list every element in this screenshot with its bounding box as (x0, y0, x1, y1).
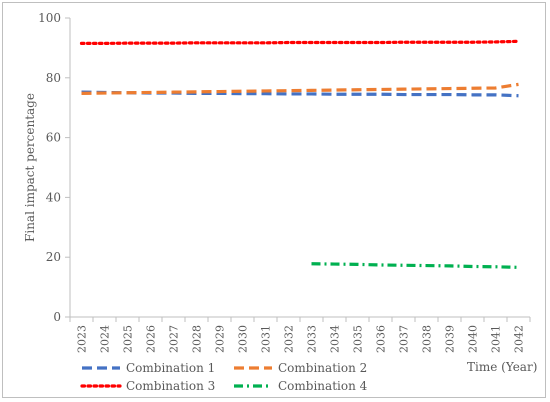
x-tick-label: 2036 (375, 325, 388, 353)
x-tick-label: 2023 (76, 325, 89, 353)
x-axis-ticks: 2023 2024 2025 2026 2027 2028 2029 2030 2031 2032… (69, 317, 531, 353)
y-axis-title: Final impact percentage (23, 93, 37, 242)
legend-label-1: Combination 1 (126, 361, 215, 375)
x-tick-label: 2031 (260, 325, 273, 353)
chart-frame (2, 2, 546, 398)
series-line-2 (81, 82, 519, 95)
x-tick-label: 2038 (421, 325, 434, 353)
series-lines (79, 39, 521, 269)
legend-label-3: Combination 3 (126, 379, 215, 393)
x-tick-label: 2042 (513, 325, 526, 353)
x-tick-label: 2034 (329, 325, 342, 353)
y-tick-label: 40 (46, 190, 61, 204)
x-tick-label: 2039 (444, 325, 457, 353)
legend: Combination 1 Combination 2 Combination 3 C… (80, 361, 368, 393)
x-tick-label: 2037 (398, 325, 411, 353)
y-tick-label: 60 (46, 131, 61, 145)
series-line-4 (311, 262, 519, 269)
x-tick-label: 2027 (168, 325, 181, 353)
series-line-3 (79, 39, 521, 46)
series-line-1 (81, 90, 519, 98)
legend-label-2: Combination 2 (278, 361, 367, 375)
x-tick-label: 2040 (467, 325, 480, 353)
axes (69, 18, 530, 318)
y-tick-label: 0 (53, 310, 61, 324)
y-tick-label: 100 (38, 11, 61, 25)
x-tick-label: 2032 (283, 325, 296, 353)
x-tick-label: 2033 (306, 325, 319, 353)
x-tick-label: 2024 (99, 325, 112, 353)
x-tick-label: 2030 (237, 325, 250, 353)
x-tick-label: 2029 (214, 325, 227, 353)
y-axis-ticks: 0 20 40 60 80 100 (38, 11, 70, 324)
x-tick-label: 2035 (352, 325, 365, 353)
x-tick-label: 2028 (191, 325, 204, 353)
x-tick-label: 2041 (490, 325, 503, 353)
y-tick-label: 80 (46, 71, 61, 85)
y-tick-label: 20 (46, 250, 61, 264)
x-tick-label: 2025 (122, 325, 135, 353)
x-axis-title: Time (Year) (467, 360, 537, 374)
legend-label-4: Combination 4 (278, 379, 368, 393)
x-tick-label: 2026 (145, 325, 158, 353)
